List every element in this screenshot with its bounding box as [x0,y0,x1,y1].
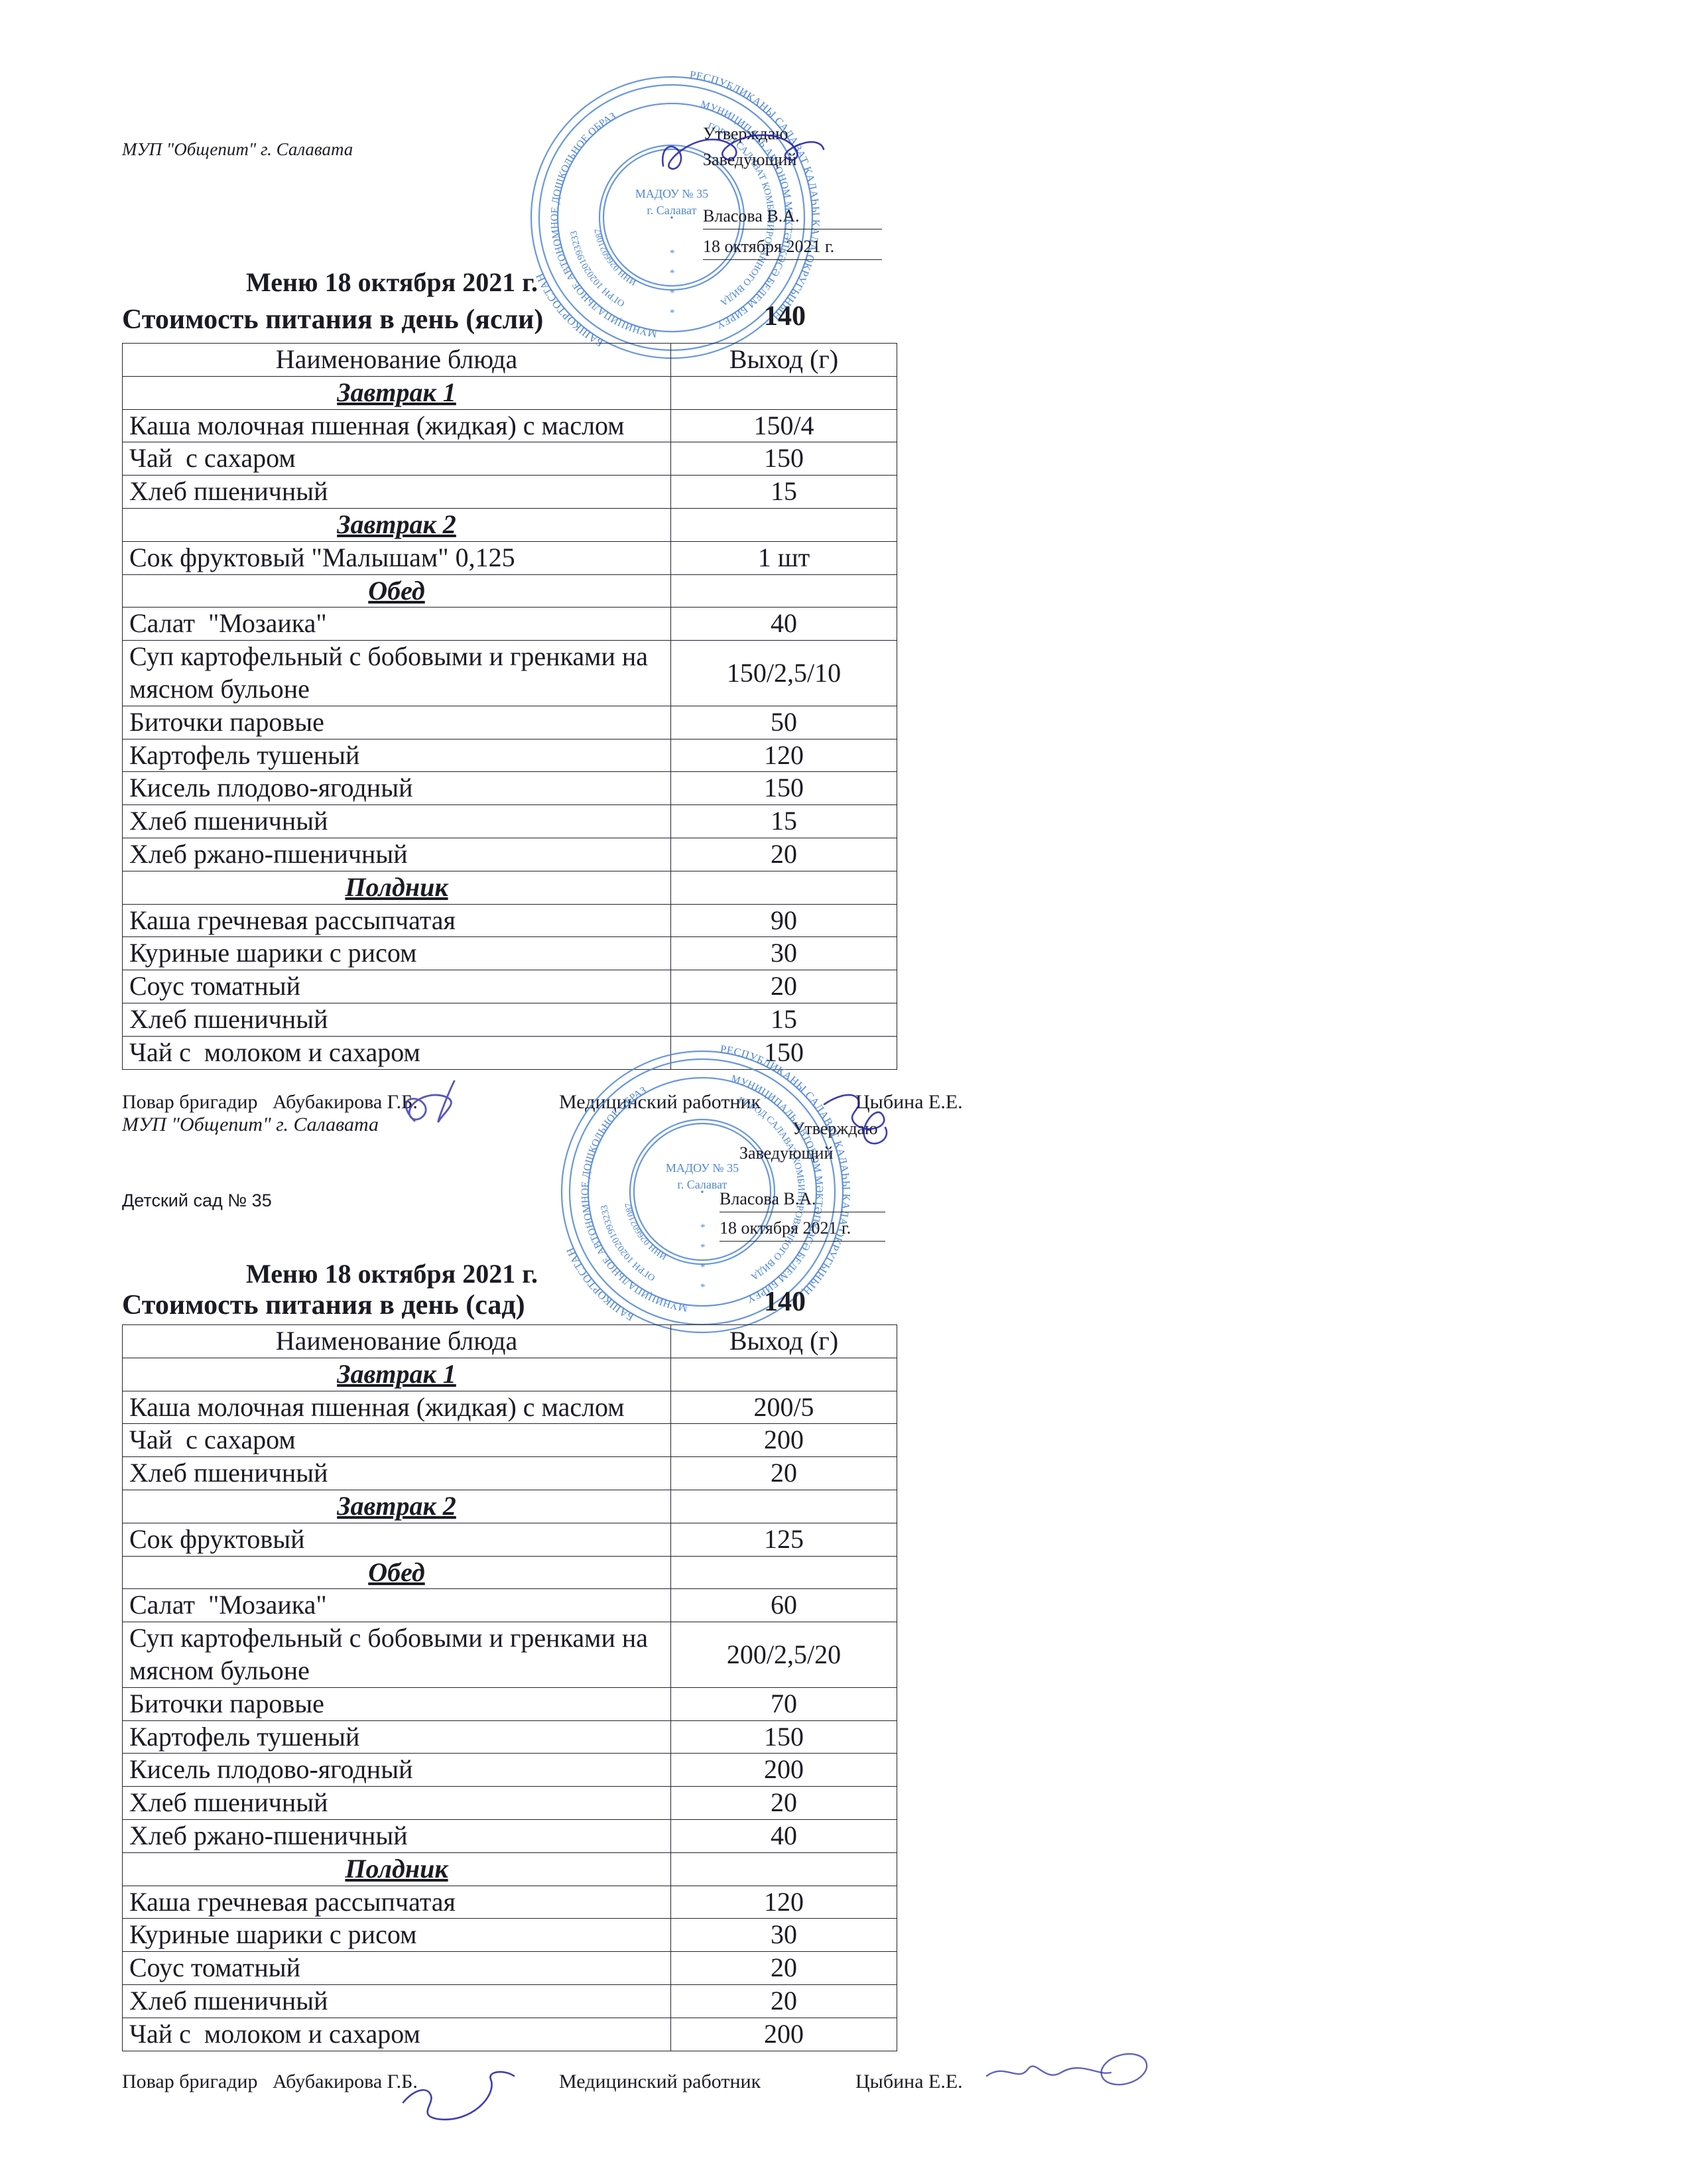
svg-text:*: * [670,308,675,318]
svg-text:*: * [670,288,675,298]
svg-text:*: * [700,1222,706,1233]
svg-text:г. Салават: г. Салават [647,204,696,217]
svg-text:*: * [700,1242,706,1253]
svg-text:МАДОУ № 35: МАДОУ № 35 [635,187,708,200]
svg-text:*: * [700,1282,706,1293]
svg-text:*: * [670,268,675,279]
svg-text:*: * [700,1262,706,1273]
svg-text:*: * [670,248,675,259]
